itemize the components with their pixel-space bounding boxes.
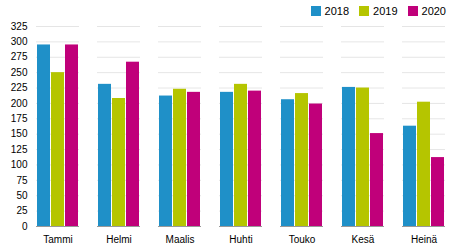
svg-text:300: 300 [11,36,28,47]
svg-text:Touko: Touko [289,234,316,245]
svg-text:200: 200 [11,98,28,109]
svg-text:Heinä: Heinä [411,234,438,245]
svg-text:50: 50 [16,190,28,201]
html-text:2018: 2018 [324,5,349,17]
svg-text:Tammi: Tammi [43,234,72,245]
html-text:2020: 2020 [421,5,446,17]
svg-text:25: 25 [16,205,28,216]
svg-text:Kesä: Kesä [352,234,375,245]
svg-text:175: 175 [11,113,28,124]
svg-text:Maalis: Maalis [166,234,195,245]
html-text:2019: 2019 [373,5,398,17]
svg-text:75: 75 [16,175,28,186]
svg-text:250: 250 [11,67,28,78]
svg-text:325: 325 [11,21,28,32]
svg-text:0: 0 [22,221,28,232]
svg-text:100: 100 [11,159,28,170]
svg-text:125: 125 [11,144,28,155]
svg-text:275: 275 [11,51,28,62]
svg-text:Helmi: Helmi [106,234,132,245]
svg-text:225: 225 [11,82,28,93]
svg-text:150: 150 [11,128,28,139]
svg-text:Huhti: Huhti [229,234,252,245]
